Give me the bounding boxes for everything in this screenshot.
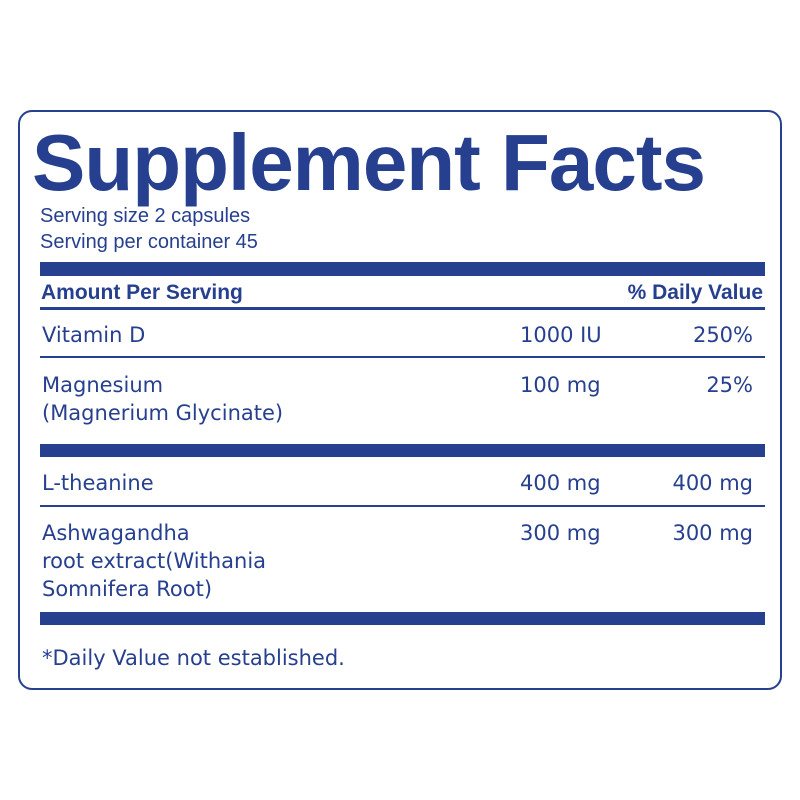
row-ashwagandha-amount: 300 mg bbox=[520, 521, 601, 545]
amount-per-serving-header: Amount Per Serving bbox=[41, 281, 243, 304]
row-magnesium-form: (Magnerium Glycinate) bbox=[42, 401, 284, 425]
row-vitamin-d-name: Vitamin D bbox=[42, 323, 146, 347]
label-border bbox=[18, 110, 782, 690]
label-title: Supplement Facts bbox=[32, 118, 706, 207]
row-ashwagandha-name-2: root extract(Withania bbox=[42, 549, 267, 573]
row-magnesium-amount: 100 mg bbox=[520, 373, 601, 397]
row-vitamin-d-dv: 250% bbox=[692, 323, 753, 347]
thick-divider bbox=[40, 612, 765, 625]
row-l-theanine-amount: 400 mg bbox=[520, 471, 601, 495]
row-ashwagandha-dv: 300 mg bbox=[672, 521, 753, 545]
row-ashwagandha-name-3: Somnifera Root) bbox=[42, 577, 213, 601]
daily-value-header: % Daily Value bbox=[627, 281, 763, 304]
row-vitamin-d-amount: 1000 IU bbox=[520, 323, 602, 347]
row-ashwagandha-name: Ashwagandha bbox=[42, 521, 190, 545]
row-l-theanine-name: L-theanine bbox=[42, 471, 154, 495]
thick-divider bbox=[40, 262, 765, 276]
thick-divider bbox=[40, 444, 765, 457]
row-l-theanine-dv: 400 mg bbox=[672, 471, 753, 495]
row-magnesium-dv: 25% bbox=[706, 373, 753, 397]
divider bbox=[40, 356, 765, 358]
row-magnesium-name: Magnesium bbox=[42, 373, 164, 397]
divider bbox=[40, 307, 765, 310]
serving-size: Serving size 2 capsules bbox=[40, 205, 251, 227]
servings-per-container: Serving per container 45 bbox=[40, 231, 258, 253]
divider bbox=[40, 505, 765, 507]
footnote: *Daily Value not established. bbox=[42, 646, 345, 670]
